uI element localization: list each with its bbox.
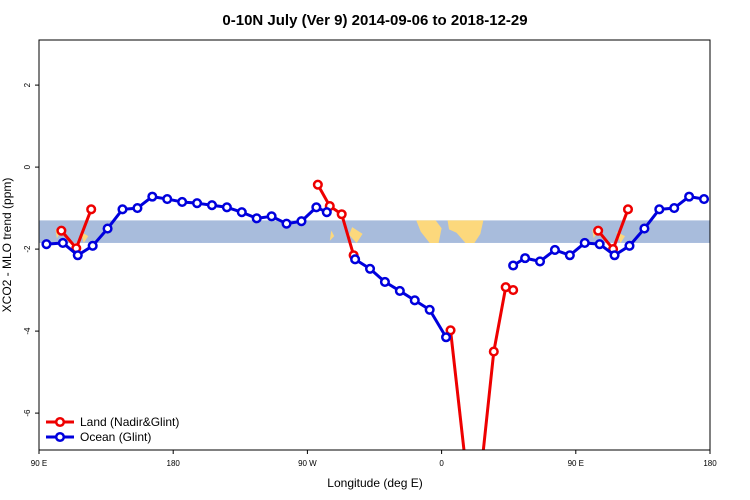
map-band: [39, 220, 710, 243]
data-point: [441, 332, 452, 343]
data-point: [321, 207, 332, 218]
legend-land-label: Land (Nadir&Glint): [80, 415, 179, 429]
series-line: [316, 183, 356, 256]
data-point: [251, 213, 262, 224]
data-point: [684, 191, 695, 202]
map-land-patch: [329, 230, 335, 241]
legend-ocean-label: Ocean (Glint): [80, 430, 151, 444]
data-point: [409, 295, 420, 306]
data-point: [311, 202, 322, 213]
data-point: [177, 196, 188, 207]
y-tick-label: -2: [23, 245, 32, 253]
y-axis-label: XCO2 - MLO trend (ppm): [0, 178, 14, 313]
data-point: [579, 237, 590, 248]
data-point: [336, 209, 347, 220]
data-point: [669, 203, 680, 214]
map-land-patch: [349, 227, 363, 243]
x-axis-label: Longitude (deg E): [327, 476, 422, 490]
data-point: [206, 200, 218, 211]
data-point: [132, 203, 143, 214]
series-line: [449, 330, 466, 450]
data-point: [296, 216, 307, 227]
map-land-patch: [416, 220, 442, 243]
data-point: [394, 285, 405, 296]
legend-ocean-marker: [54, 431, 66, 443]
data-point: [698, 194, 710, 205]
data-point: [364, 263, 376, 274]
data-point: [549, 244, 560, 255]
y-tick-label: -4: [23, 327, 32, 335]
y-axis: 2 0 -2 -4 -6: [23, 82, 39, 417]
data-point: [350, 254, 361, 265]
data-point: [87, 240, 98, 251]
data-point: [534, 256, 546, 267]
data-point: [424, 304, 435, 315]
data-point: [236, 207, 247, 218]
data-point: [564, 250, 575, 261]
series-line: [481, 285, 514, 450]
data-point: [593, 225, 604, 236]
x-axis: 90 E 180 90 W 0 90 E 180: [31, 450, 717, 468]
data-point: [281, 218, 292, 229]
data-point: [508, 285, 519, 296]
data-point: [56, 225, 67, 236]
data-point: [654, 204, 665, 215]
data-point: [379, 276, 390, 287]
data-point: [445, 325, 456, 336]
y-tick-label: 0: [23, 164, 32, 169]
map-band-ocean: [39, 220, 710, 243]
data-point: [639, 223, 650, 234]
data-point: [266, 211, 277, 222]
legend: Land (Nadir&Glint) Ocean (Glint): [46, 415, 179, 444]
y-tick-label: -6: [23, 409, 32, 417]
x-tick-label: 180: [703, 459, 717, 468]
data-point: [41, 239, 52, 250]
data-point: [102, 223, 113, 234]
data-point: [57, 237, 68, 248]
data-point: [624, 240, 635, 251]
data-point: [117, 204, 128, 215]
series-0: [56, 179, 634, 450]
data-point: [86, 204, 97, 215]
data-point: [192, 198, 203, 209]
data-point: [609, 250, 620, 261]
map-land-patch: [447, 220, 484, 243]
x-tick-label: 90 W: [298, 459, 317, 468]
data-point: [488, 346, 499, 357]
data-point: [594, 239, 605, 250]
legend-land-marker: [54, 416, 66, 428]
x-tick-label: 90 E: [568, 459, 584, 468]
data-point: [520, 253, 531, 264]
series-lines: [41, 179, 710, 450]
data-point: [162, 194, 173, 205]
plot-frame: [38, 39, 711, 451]
data-point: [622, 204, 634, 215]
y-tick-label: 2: [23, 82, 32, 87]
x-tick-label: 0: [439, 459, 444, 468]
x-tick-label: 180: [167, 459, 181, 468]
x-tick-label: 90 E: [31, 459, 47, 468]
data-point: [221, 202, 232, 213]
series-1: [41, 191, 710, 343]
chart-title: 0-10N July (Ver 9) 2014-09-06 to 2018-12…: [222, 12, 527, 29]
data-point: [312, 179, 323, 190]
data-point: [72, 250, 83, 261]
data-point: [147, 191, 158, 202]
data-point: [508, 260, 519, 271]
